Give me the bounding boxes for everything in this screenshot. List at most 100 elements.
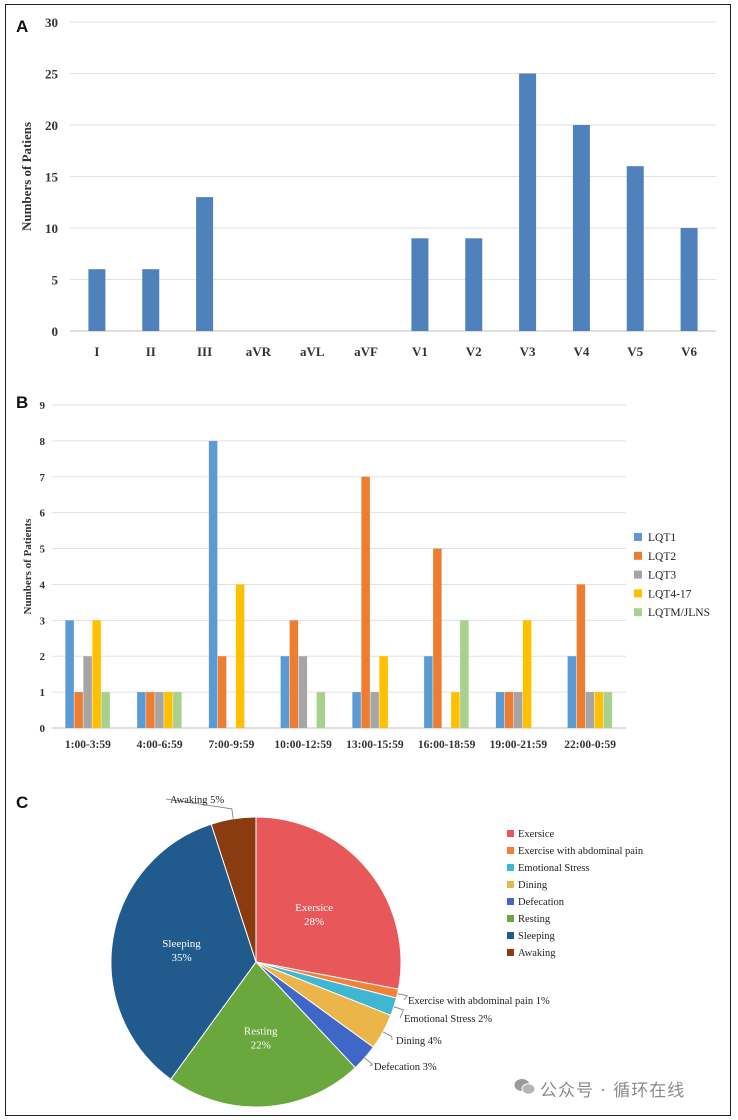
y-tick-label-a: 10 (45, 221, 58, 236)
y-tick-label-a: 5 (52, 273, 59, 288)
legend-label-c: Emotional Stress (518, 863, 589, 874)
pie-slice (110, 823, 257, 1081)
x-tick-label-a: aVF (354, 344, 378, 359)
bar-a (572, 125, 590, 331)
y-tick-label-b: 2 (40, 651, 46, 663)
y-tick-label-a: 30 (45, 15, 58, 30)
pie-slice (170, 961, 356, 1108)
y-tick-label-a: 20 (45, 118, 58, 133)
bar-b (433, 548, 442, 728)
y-tick-label-b: 4 (40, 579, 46, 591)
x-tick-label-a: V1 (412, 344, 428, 359)
panel-letter-b: B (16, 393, 28, 412)
legend-swatch-c (507, 932, 514, 939)
x-tick-label-a: V3 (520, 344, 536, 359)
bar-b (424, 656, 433, 728)
bar-b (316, 692, 326, 728)
panel-letter-c: C (16, 793, 28, 812)
bar-b (513, 692, 523, 728)
legend-label-b: LQT3 (648, 570, 676, 582)
y-tick-label-b: 0 (40, 723, 46, 735)
x-tick-label-a: aVR (246, 344, 272, 359)
x-tick-label-b: 7:00-9:59 (208, 739, 254, 751)
bar-b (235, 584, 245, 728)
bar-a (142, 269, 160, 331)
legend-swatch-c (507, 830, 514, 837)
bar-b (522, 620, 532, 728)
bar-b (164, 692, 173, 728)
bar-b (92, 620, 101, 728)
legend-label-b: LQT4-17 (648, 588, 692, 600)
bar-b (101, 692, 110, 728)
leader-line (393, 1006, 404, 1019)
legend-swatch-b (634, 551, 642, 560)
bar-b (280, 656, 290, 728)
legend-swatch-b (634, 589, 642, 598)
bar-b (585, 692, 595, 728)
bar-b (217, 656, 227, 728)
y-tick-label-b: 3 (40, 615, 46, 627)
legend-swatch-c (507, 847, 514, 854)
bar-b (379, 656, 388, 728)
bar-b (155, 692, 164, 728)
legend-label-c: Awaking (518, 948, 556, 959)
legend-swatch-c (507, 898, 514, 905)
bar-b (495, 692, 505, 728)
legend-label-b: LQT2 (648, 551, 676, 563)
y-tick-label-b: 1 (40, 687, 46, 699)
bar-b (504, 692, 514, 728)
legend-swatch-c (507, 864, 514, 871)
legend-swatch-c (507, 949, 514, 956)
leader-line (397, 993, 408, 1001)
y-tick-label-a: 0 (52, 324, 59, 339)
bar-b (208, 440, 218, 728)
legend-label-b: LQT1 (648, 532, 676, 544)
legend-swatch-b (634, 608, 642, 617)
bar-b (173, 692, 182, 728)
figure-frame (5, 4, 731, 1116)
x-tick-label-b: 16:00-18:59 (418, 739, 476, 751)
y-tick-label-b: 9 (40, 400, 46, 412)
legend-swatch-b (634, 570, 642, 579)
slice-outside-label: Dining 4% (396, 1036, 442, 1047)
x-tick-label-b: 10:00-12:59 (274, 739, 332, 751)
legend-label-b: LQTM/JLNS (648, 607, 710, 619)
x-tick-label-b: 4:00-6:59 (137, 739, 183, 751)
bar-b (576, 584, 586, 728)
y-tick-label-b: 5 (40, 544, 46, 556)
slice-outside-label: Defecation 3% (374, 1062, 437, 1073)
y-axis-title-b: Numbers of Patients (22, 518, 34, 615)
x-tick-label-b: 13:00-15:59 (346, 739, 404, 751)
legend-label-c: Defecation (518, 897, 565, 908)
slice-name-label: Sleeping (162, 938, 201, 950)
x-tick-label-a: II (146, 344, 156, 359)
x-tick-label-a: V4 (573, 344, 589, 359)
legend-swatch-b (634, 533, 642, 541)
x-tick-label-b: 1:00-3:59 (65, 739, 111, 751)
bar-b (370, 692, 379, 728)
bar-a (88, 269, 106, 331)
x-tick-label-a: V5 (627, 344, 643, 359)
y-tick-label-b: 7 (40, 472, 46, 484)
slice-value-label: 35% (171, 952, 191, 964)
slice-value-label: 28% (304, 916, 324, 928)
slice-outside-label: Exercise with abdominal pain 1% (408, 996, 550, 1007)
legend-label-c: Exercise with abdominal pain (518, 846, 644, 857)
legend-swatch-c (507, 881, 514, 888)
wechat-icon (514, 1079, 536, 1095)
watermark-text: 公众号 · 循环在线 (540, 1081, 686, 1101)
bar-a (519, 73, 537, 331)
slice-name-label: Exersice (295, 902, 333, 914)
bar-b (146, 692, 155, 728)
legend-label-c: Dining (518, 880, 548, 891)
y-tick-label-b: 6 (40, 508, 46, 520)
bar-a (626, 166, 644, 331)
slice-value-label: 22% (251, 1039, 271, 1051)
slice-name-label: Resting (244, 1025, 278, 1037)
slice-outside-label: Emotional Stress 2% (404, 1014, 492, 1025)
y-tick-label-a: 25 (45, 67, 59, 82)
bar-b (361, 476, 370, 728)
legend-label-c: Resting (518, 914, 551, 925)
bar-a (465, 238, 483, 331)
